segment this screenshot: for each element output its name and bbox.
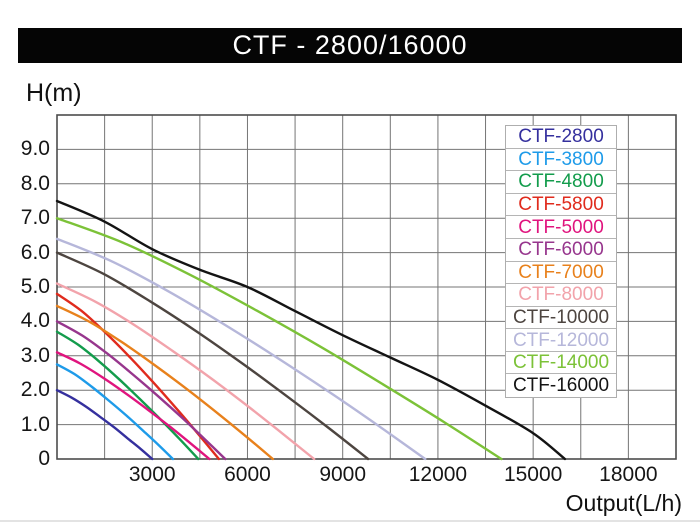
y-tick-label-5.0: 5.0 xyxy=(20,275,50,298)
series-curve-ctf-3800 xyxy=(55,363,175,461)
y-tick-label-3.0: 3.0 xyxy=(20,343,50,367)
series-curve-ctf-6000 xyxy=(55,320,227,461)
series-curves xyxy=(55,199,567,461)
legend-item-ctf-3800: CTF-3800 xyxy=(506,148,616,172)
y-tick-label-2.0: 2.0 xyxy=(20,378,50,402)
x-tick-label-9000: 9000 xyxy=(319,463,367,486)
series-curve-ctf-2800 xyxy=(55,389,154,461)
y-axis-title: H(m) xyxy=(26,79,82,107)
series-curve-ctf-8000 xyxy=(55,282,316,461)
series-curve-ctf-4800 xyxy=(55,330,200,461)
x-tick-label-3000: 3000 xyxy=(128,463,176,486)
legend-item-ctf-4800: CTF-4800 xyxy=(506,171,616,194)
legend-item-ctf-7000: CTF-7000 xyxy=(506,261,616,285)
y-tick-label-4.0: 4.0 xyxy=(20,309,50,333)
legend-item-ctf-8000: CTF-8000 xyxy=(506,284,616,307)
x-tick-label-15000: 15000 xyxy=(503,463,563,486)
legend-item-ctf-5000: CTF-5000 xyxy=(506,216,616,239)
legend-item-ctf-6000: CTF-6000 xyxy=(506,238,616,262)
legend-box: CTF-2800 CTF-3800 CTF-4800 CTF-5800 CTF-5000… xyxy=(505,125,617,398)
y-tick-label-1.0: 1.0 xyxy=(20,412,50,436)
x-tick-label-18000: 18000 xyxy=(599,463,658,486)
x-tick-label-12000: 12000 xyxy=(408,463,468,486)
y-tick-label-0: 0 xyxy=(38,447,50,470)
series-curve-ctf-5000 xyxy=(55,351,211,461)
y-tick-label-8.0: 8.0 xyxy=(20,171,50,195)
x-axis-title: Output(L/h) xyxy=(565,490,682,516)
series-curve-ctf-12000 xyxy=(55,237,427,461)
chart-title-bar: CTF - 2800/16000 xyxy=(18,28,682,63)
legend-item-ctf-12000: CTF-12000 xyxy=(506,329,616,352)
y-tick-label-9.0: 9.0 xyxy=(20,137,50,161)
chart-title: CTF - 2800/16000 xyxy=(232,30,468,60)
legend-item-ctf-16000: CTF-16000 xyxy=(506,374,616,397)
legend-item-ctf-10000: CTF-10000 xyxy=(506,306,616,330)
page-bottom-divider xyxy=(0,520,700,522)
series-curve-ctf-14000 xyxy=(55,217,503,461)
y-tick-label-6.0: 6.0 xyxy=(20,240,50,264)
legend-item-ctf-14000: CTF-14000 xyxy=(506,351,616,375)
series-curve-ctf-10000 xyxy=(55,251,370,461)
series-curve-ctf-7000 xyxy=(55,304,275,461)
legend-item-ctf-2800: CTF-2800 xyxy=(506,126,616,149)
y-tick-label-7.0: 7.0 xyxy=(20,206,50,230)
x-tick-label-6000: 6000 xyxy=(224,463,271,486)
series-curve-ctf-16000 xyxy=(55,199,567,461)
legend-item-ctf-5800: CTF-5800 xyxy=(506,193,616,217)
